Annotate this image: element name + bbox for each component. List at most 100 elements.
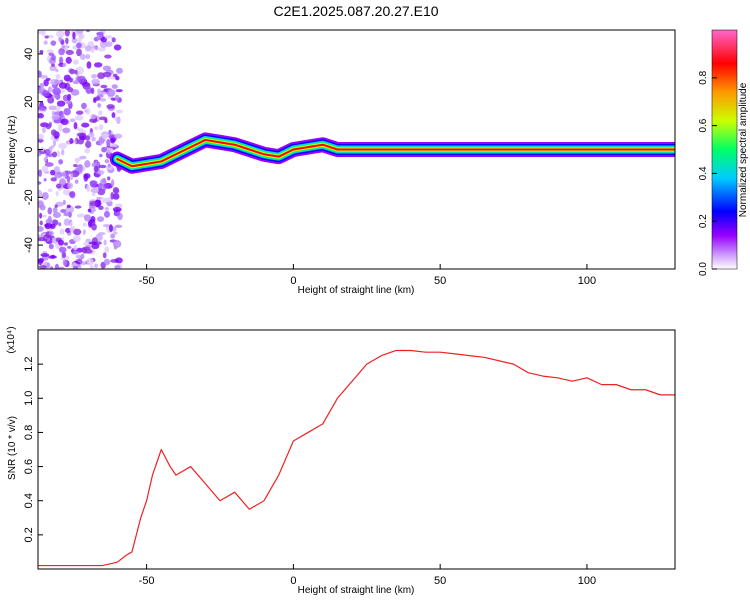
- spectrogram-noise-blob: [72, 235, 81, 242]
- spectrogram-noise-blob: [110, 137, 115, 144]
- spectrogram-noise-blob: [102, 197, 106, 204]
- spectrogram-noise-blob: [58, 246, 67, 253]
- spectrogram-noise-blob: [38, 265, 47, 269]
- spectrogram-noise-blob: [115, 257, 123, 264]
- spectrogram-noise-blob: [69, 77, 73, 83]
- spectrogram-noise-blob: [94, 45, 99, 51]
- spectrogram-noise-blob: [112, 73, 118, 78]
- spectrogram-noise-blob: [47, 188, 53, 193]
- spectrogram-noise-blob: [38, 133, 45, 140]
- spectrogram-noise-blob: [93, 98, 97, 103]
- spectrogram-noise-blob: [43, 79, 49, 87]
- spectrogram-noise-blob: [48, 243, 54, 250]
- spectrogram-noise-blob: [75, 30, 84, 35]
- spectrogram-noise-blob: [87, 208, 92, 213]
- spectrogram-noise-blob: [49, 65, 57, 72]
- spectrogram-noise-blob: [55, 183, 62, 189]
- spectrogram-noise-blob: [85, 238, 92, 243]
- spectrogram-noise-blob: [48, 86, 52, 93]
- spectrogram-x-tick-label: -50: [139, 275, 155, 287]
- spectrogram-noise-blob: [66, 100, 72, 105]
- spectrogram-noise-blob: [108, 224, 113, 233]
- spectrogram-noise-blob: [47, 207, 53, 215]
- spectrogram-noise-blob: [104, 54, 112, 59]
- spectrogram-noise-blob: [56, 100, 66, 107]
- spectrogram-noise-blob: [63, 74, 71, 82]
- spectrogram-noise-blob: [38, 70, 42, 78]
- spectrogram-noise-blob: [85, 54, 91, 60]
- spectrogram-noise-blob: [66, 175, 71, 184]
- spectrogram-noise-blob: [112, 193, 120, 200]
- spectrogram-noise-blob: [38, 87, 41, 94]
- spectrogram-noise-blob: [65, 37, 69, 45]
- snr-xlabel: Height of straight line (km): [298, 585, 415, 596]
- spectrogram-noise-blob: [91, 162, 100, 168]
- spectrogram-noise-blob: [67, 182, 73, 189]
- spectrogram-noise-blob: [104, 207, 110, 211]
- snr-multiplier: (x10⁴): [6, 326, 17, 353]
- spectrogram-noise-blob: [98, 110, 103, 116]
- snr-y-tick-label: 0.6: [23, 459, 35, 474]
- spectrogram-noise-blob: [77, 75, 86, 83]
- spectrogram-noise-blob: [107, 176, 111, 181]
- spectrogram-noise-blob: [84, 45, 92, 52]
- spectrogram-noise-blob: [74, 179, 79, 184]
- snr-x-tick-label: 50: [434, 575, 446, 587]
- spectrogram-noise-blob: [38, 200, 44, 208]
- spectrogram-noise-blob: [89, 118, 98, 123]
- spectrogram-noise-blob: [93, 126, 99, 131]
- spectrogram-noise-blob: [69, 190, 76, 199]
- spectrogram-noise-blob: [81, 102, 87, 110]
- spectrogram-noise-blob: [112, 239, 122, 248]
- spectrogram-noise-blob: [59, 228, 65, 235]
- spectrogram-noise-blob: [83, 214, 91, 222]
- spectrogram-noise-blob: [88, 132, 95, 138]
- spectrogram-noise-blob: [103, 210, 110, 218]
- snr-y-tick-label: 0.4: [23, 493, 35, 508]
- spectrogram-noise-blob: [104, 197, 113, 203]
- colorbar-label: Normalized spectral amplitude: [738, 82, 749, 217]
- spectrogram-noise-blob: [104, 35, 113, 40]
- spectrogram-y-tick-label: -40: [23, 237, 35, 253]
- spectrogram-noise-blob: [51, 115, 61, 120]
- spectrogram-noise-blob: [42, 126, 46, 134]
- spectrogram-noise-blob: [73, 122, 78, 130]
- spectrogram-noise-blob: [102, 252, 107, 259]
- spectrogram-noise-blob: [41, 30, 46, 37]
- spectrogram-noise-blob: [76, 48, 82, 57]
- spectrogram-noise-blob: [116, 67, 123, 74]
- spectrogram-noise-blob: [79, 53, 86, 60]
- spectrogram-noise-blob: [94, 263, 98, 269]
- spectrogram-noise-blob: [86, 61, 92, 69]
- spectrogram-noise-blob: [62, 259, 68, 267]
- spectrogram-noise-blob: [110, 233, 116, 239]
- snr-ticks: -50 0 50 100 0.2 0.4 0.6 0.8 1.0 1.2: [23, 356, 596, 587]
- spectrogram-noise-blob: [85, 86, 92, 94]
- snr-panel: -50 0 50 100 0.2 0.4 0.6 0.8 1.0 1.2 (x10⁴) Heigh…: [6, 326, 676, 596]
- spectrogram-noise-blob: [111, 112, 116, 118]
- spectrogram-noise-blob: [112, 187, 120, 194]
- spectrogram-noise-blob: [52, 207, 58, 214]
- colorbar-tick-label: 0.0: [698, 262, 709, 276]
- spectrogram-noise-blob: [91, 223, 97, 231]
- spectrogram-noise-blob: [63, 218, 70, 226]
- spectrogram-noise-blob: [73, 265, 78, 269]
- spectrogram-noise-blob: [104, 159, 110, 164]
- colorbar-tick-label: 0.8: [698, 70, 709, 84]
- spectrogram-noise-blob: [65, 56, 72, 64]
- spectrogram-y-tick-label: -20: [23, 189, 35, 205]
- spectrogram-noise-blob: [73, 163, 78, 168]
- spectrogram-noise-blob: [60, 118, 69, 126]
- spectrogram-noise-blob: [97, 188, 106, 196]
- spectrogram-noise-blob: [104, 246, 110, 253]
- spectrogram-x-tick-label: 100: [578, 275, 596, 287]
- spectrogram-noise-blob: [39, 75, 49, 79]
- spectrogram-noise-blob: [58, 172, 67, 177]
- spectrogram-noise-blob: [116, 116, 121, 125]
- spectrogram-noise-blob: [43, 156, 48, 162]
- spectrogram-noise-blob: [61, 88, 65, 94]
- spectrogram-noise-blob: [71, 37, 78, 44]
- spectrogram-noise-blob: [70, 172, 74, 181]
- spectrogram-noise-blob: [90, 74, 97, 79]
- spectrogram-noise-blob: [41, 90, 50, 97]
